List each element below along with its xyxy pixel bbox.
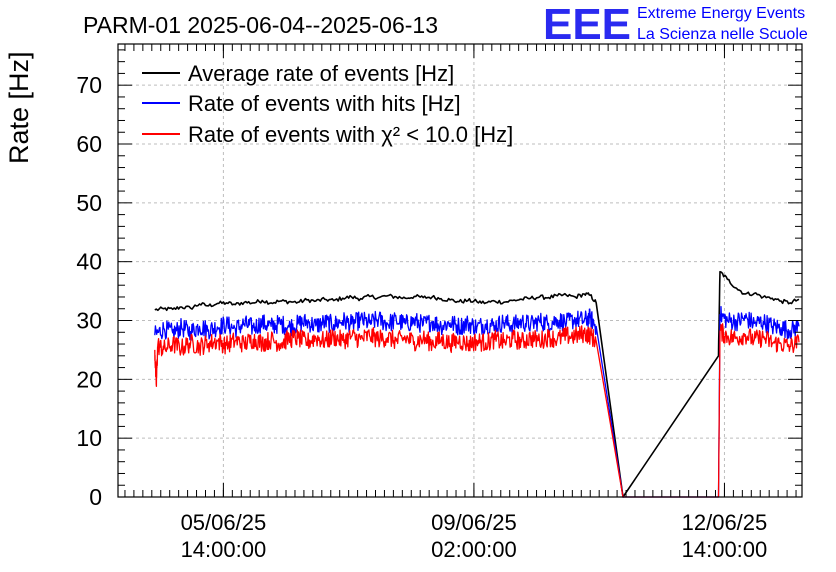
y-tick-label: 30 [76, 308, 102, 334]
legend-label-average: Average rate of events [Hz] [188, 61, 454, 86]
x-tick-label-date: 12/06/25 [682, 510, 768, 535]
y-tick-label: 0 [89, 484, 102, 510]
legend-label-hits: Rate of events with hits [Hz] [188, 91, 461, 116]
y-tick-label: 10 [76, 425, 102, 451]
series-line-chi2 [154, 323, 800, 498]
y-tick-label: 50 [76, 190, 102, 216]
plot-border [117, 43, 803, 498]
series-lines [154, 270, 800, 498]
legend-label-chi2: Rate of events with χ² < 10.0 [Hz] [188, 122, 513, 147]
x-tick-label-date: 09/06/25 [431, 510, 517, 535]
eee-logo-mark: EEE [543, 0, 631, 49]
y-axis-title: Rate [Hz] [4, 51, 34, 164]
legend: Average rate of events [Hz] Rate of even… [142, 61, 513, 147]
x-tick-label-time: 14:00:00 [682, 537, 768, 562]
grid [118, 44, 802, 497]
axis-ticks [118, 44, 802, 498]
y-tick-label: 70 [76, 72, 102, 98]
series-line-hits [154, 305, 800, 498]
org-name-line2: La Scienza nelle Scuole [637, 26, 808, 43]
y-tick-label: 40 [76, 249, 102, 275]
y-tick-label: 20 [76, 366, 102, 392]
eee-logo: EEE Extreme Energy Events La Scienza nel… [543, 0, 808, 49]
axis-tick-labels: 01020304050607005/06/2514:00:0009/06/250… [76, 72, 767, 562]
x-tick-label-date: 05/06/25 [181, 510, 267, 535]
y-tick-label: 60 [76, 131, 102, 157]
chart-title: PARM-01 2025-06-04--2025-06-13 [83, 12, 438, 38]
plot-frame [117, 43, 803, 498]
org-name-line1: Extreme Energy Events [637, 5, 805, 22]
series-line-average [154, 270, 800, 498]
x-tick-label-time: 02:00:00 [431, 537, 517, 562]
x-tick-label-time: 14:00:00 [181, 537, 267, 562]
